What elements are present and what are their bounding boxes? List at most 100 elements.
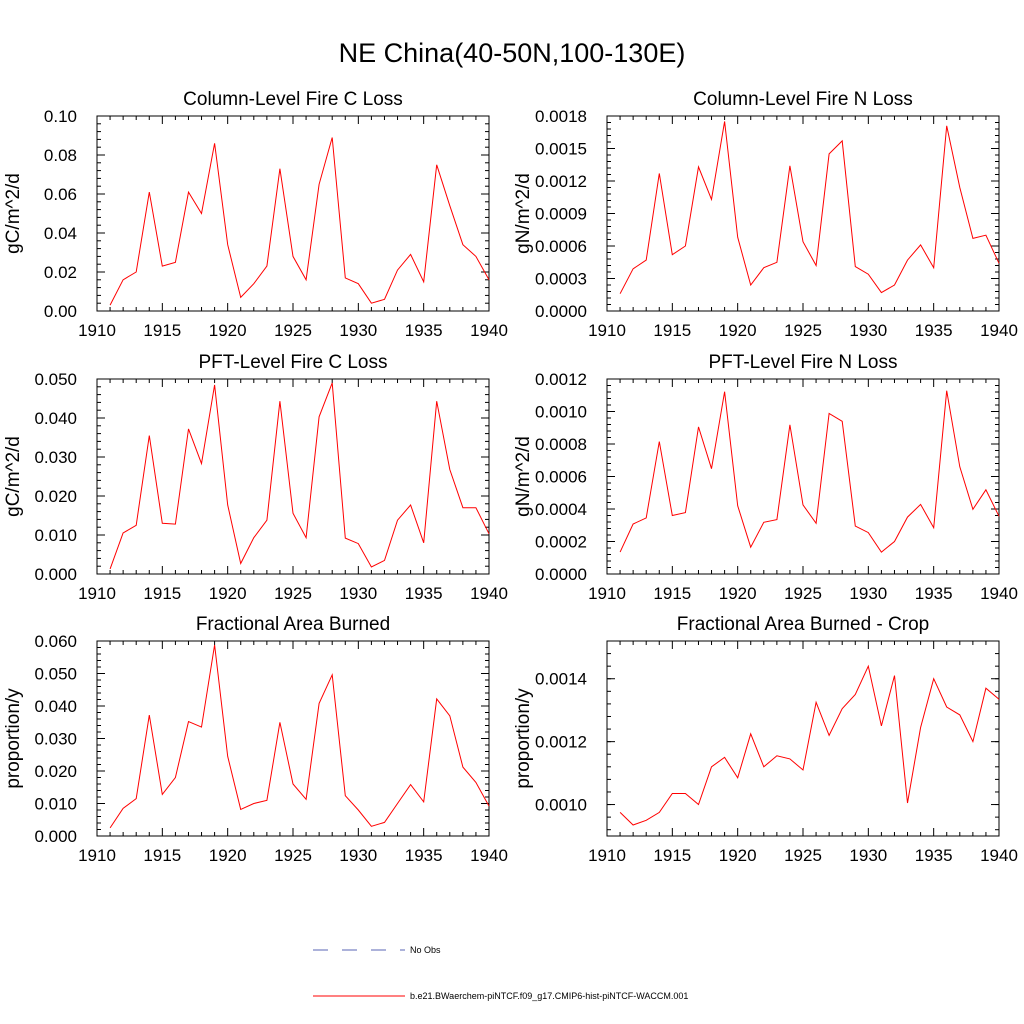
series-line (619, 121, 1000, 294)
x-tick-label: 1910 (588, 584, 626, 603)
x-tick-label: 1940 (470, 321, 508, 340)
panel-title: PFT-Level Fire C Loss (199, 352, 388, 373)
y-tick-label: 0.0003 (535, 270, 587, 289)
x-tick-label: 1935 (915, 846, 953, 865)
y-tick-label: 0.040 (34, 409, 77, 428)
y-tick-label: 0.04 (44, 224, 77, 243)
y-tick-label: 0.0012 (535, 733, 587, 752)
panel-5: Fractional Area Burned proportion/y 1910 19… (3, 614, 508, 865)
x-tick-label: 1930 (339, 584, 377, 603)
panel-title: Fractional Area Burned (196, 614, 390, 635)
x-tick-label: 1920 (719, 584, 757, 603)
y-tick-label: 0.06 (44, 185, 77, 204)
x-tick-label: 1915 (143, 321, 181, 340)
x-tick-label: 1920 (719, 846, 757, 865)
series-line (109, 644, 490, 829)
plot-frame (96, 640, 490, 837)
y-tick-label: 0.000 (34, 827, 77, 846)
legend-label-model: b.e21.BWaerchem-piNTCF.f09_g17.CMIP6-his… (410, 991, 688, 1001)
y-tick-label: 0.0014 (535, 670, 587, 689)
y-axis-label: gC/m^2/d (3, 436, 24, 517)
x-tick-label: 1910 (588, 846, 626, 865)
y-axis-label: proportion/y (513, 688, 534, 789)
panel-4: PFT-Level Fire N Loss gN/m^2/d 1910 1915 192… (513, 352, 1018, 603)
x-tick-label: 1930 (339, 321, 377, 340)
x-tick-label: 1925 (784, 321, 822, 340)
y-tick-label: 0.0000 (535, 565, 587, 584)
y-tick-label: 0.02 (44, 263, 77, 282)
panel-title: Column-Level Fire C Loss (183, 89, 403, 110)
legend-label-no-obs: No Obs (410, 945, 441, 955)
x-tick-label: 1925 (784, 584, 822, 603)
x-tick-label: 1910 (78, 584, 116, 603)
y-tick-label: 0.060 (34, 632, 77, 651)
figure-title: NE China(40-50N,100-130E) (338, 38, 686, 68)
y-tick-label: 0.0010 (535, 403, 587, 422)
y-tick-label: 0.040 (34, 697, 77, 716)
y-axis-label: proportion/y (3, 688, 24, 789)
series-line (619, 664, 1000, 826)
y-tick-label: 0.0008 (535, 435, 587, 454)
panel-3: PFT-Level Fire C Loss gC/m^2/d 1910 1915 192… (3, 352, 508, 603)
plot-frame (606, 640, 1000, 837)
x-tick-label: 1940 (980, 846, 1018, 865)
y-tick-label: 0.0000 (535, 302, 587, 321)
y-tick-label: 0.0009 (535, 205, 587, 224)
y-tick-label: 0.010 (34, 526, 77, 545)
x-tick-label: 1920 (209, 321, 247, 340)
x-tick-label: 1930 (849, 321, 887, 340)
x-tick-label: 1925 (274, 846, 312, 865)
y-tick-label: 0.0002 (535, 533, 587, 552)
y-tick-label: 0.10 (44, 107, 77, 126)
x-tick-label: 1920 (209, 846, 247, 865)
legend: No Obs b.e21.BWaerchem-piNTCF.f09_g17.CMI… (313, 945, 688, 1001)
y-tick-label: 0.010 (34, 795, 77, 814)
panel-title: Column-Level Fire N Loss (693, 89, 913, 110)
x-tick-label: 1930 (849, 584, 887, 603)
x-tick-label: 1930 (339, 846, 377, 865)
panel-6: Fractional Area Burned - Crop proportion/… (513, 614, 1018, 865)
x-tick-label: 1925 (784, 846, 822, 865)
x-tick-label: 1940 (470, 584, 508, 603)
y-axis-label: gN/m^2/d (513, 436, 534, 517)
y-tick-label: 0.0004 (535, 500, 587, 519)
x-tick-label: 1935 (405, 846, 443, 865)
x-tick-label: 1915 (653, 846, 691, 865)
x-tick-label: 1910 (78, 321, 116, 340)
y-axis-label: gC/m^2/d (3, 173, 24, 254)
y-axis-label: gN/m^2/d (513, 173, 534, 254)
x-tick-label: 1920 (209, 584, 247, 603)
x-tick-label: 1910 (78, 846, 116, 865)
y-tick-label: 0.020 (34, 762, 77, 781)
panel-title: PFT-Level Fire N Loss (709, 352, 898, 373)
y-tick-label: 0.0012 (535, 172, 587, 191)
y-tick-label: 0.0006 (535, 468, 587, 487)
x-tick-label: 1935 (915, 584, 953, 603)
y-tick-label: 0.020 (34, 487, 77, 506)
series-line (109, 137, 490, 306)
y-tick-label: 0.0015 (535, 140, 587, 159)
x-tick-label: 1940 (980, 321, 1018, 340)
y-tick-label: 0.050 (34, 665, 77, 684)
panel-1: Column-Level Fire C Loss gC/m^2/d 1910 1915… (3, 89, 508, 340)
y-tick-label: 0.0012 (535, 370, 587, 389)
plot-frame (96, 115, 490, 312)
panel-2: Column-Level Fire N Loss gN/m^2/d 1910 1915… (513, 89, 1018, 340)
y-tick-label: 0.08 (44, 146, 77, 165)
x-tick-label: 1915 (143, 584, 181, 603)
x-tick-label: 1935 (405, 321, 443, 340)
y-tick-label: 0.0018 (535, 107, 587, 126)
panel-title: Fractional Area Burned - Crop (677, 614, 929, 635)
y-tick-label: 0.0010 (535, 796, 587, 815)
x-tick-label: 1910 (588, 321, 626, 340)
x-tick-label: 1915 (653, 321, 691, 340)
y-tick-label: 0.030 (34, 730, 77, 749)
x-tick-label: 1925 (274, 321, 312, 340)
x-tick-label: 1920 (719, 321, 757, 340)
x-tick-label: 1935 (405, 584, 443, 603)
y-tick-label: 0.030 (34, 448, 77, 467)
x-tick-label: 1915 (143, 846, 181, 865)
y-tick-label: 0.00 (44, 302, 77, 321)
x-tick-label: 1925 (274, 584, 312, 603)
